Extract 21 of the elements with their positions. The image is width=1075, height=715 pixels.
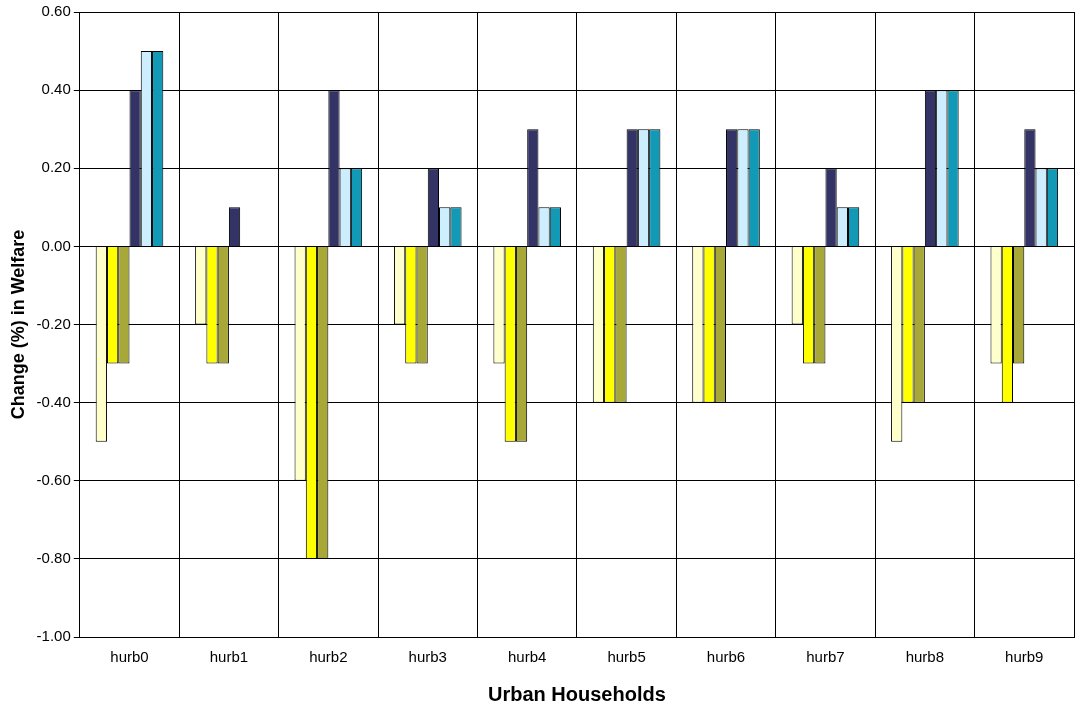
y-tick-label: -1.00 [36,627,71,645]
y-axis-title: Change (%) in Welfare [7,229,28,420]
x-tick-label: hurb1 [209,648,249,666]
x-tick-label: hurb3 [408,648,447,666]
x-tick-label: hurb4 [508,648,547,666]
y-tick-label: -0.60 [36,470,71,488]
y-tick-label: 0.00 [41,236,71,254]
y-tick-label: -0.80 [36,549,71,567]
x-tick-label: hurb8 [905,648,945,666]
x-tick-label: hurb6 [706,648,746,666]
x-tick-label: hurb9 [1005,648,1044,666]
y-tick-label: 0.40 [41,80,71,98]
x-tick-label: hurb0 [110,648,149,666]
x-axis-title: Urban Households [488,682,666,705]
y-tick-label: -0.40 [36,392,71,410]
y-tick-label: 0.60 [41,2,71,20]
x-tick-label: hurb7 [806,648,845,666]
y-tick-label: -0.20 [36,314,71,332]
x-tick-label: hurb2 [309,648,348,666]
x-tick-label: hurb5 [607,648,646,666]
y-tick-label: 0.20 [41,158,71,176]
